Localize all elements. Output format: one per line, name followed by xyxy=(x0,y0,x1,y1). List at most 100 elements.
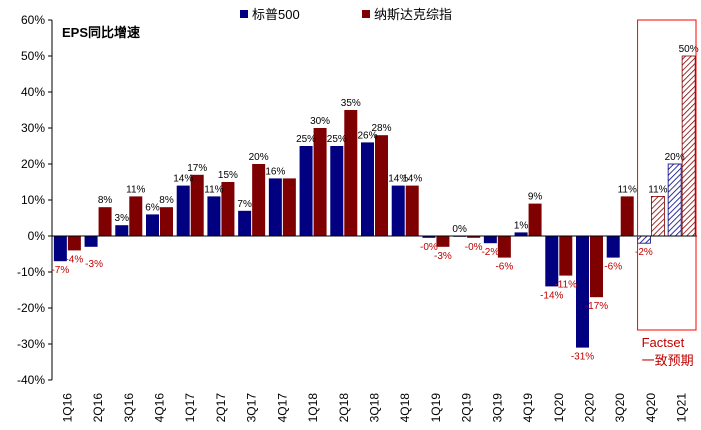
data-label: 14% xyxy=(402,174,422,185)
data-label: -4% xyxy=(65,254,83,265)
bar xyxy=(207,196,221,236)
data-label: -2% xyxy=(635,247,653,258)
data-label: 20% xyxy=(665,152,685,163)
x-tick-label: 1Q18 xyxy=(306,393,320,423)
data-label: 8% xyxy=(159,195,174,206)
bar xyxy=(330,146,344,236)
x-tick-label: 2Q19 xyxy=(460,393,474,423)
data-label: 9% xyxy=(528,192,543,203)
bar xyxy=(405,185,419,236)
data-label: 14% xyxy=(388,174,408,185)
y-tick-label: 40% xyxy=(21,85,45,99)
data-label: 11% xyxy=(648,184,667,195)
data-label: 3% xyxy=(115,213,130,224)
data-label: 11% xyxy=(204,184,223,195)
bar xyxy=(681,55,696,237)
bar xyxy=(67,236,81,251)
bar xyxy=(391,185,405,236)
bar xyxy=(620,196,634,236)
x-tick-label: 2Q18 xyxy=(337,393,351,423)
bar xyxy=(467,236,481,238)
data-label: -11% xyxy=(554,280,577,291)
x-tick-label: 4Q19 xyxy=(521,393,535,423)
x-axis: 1Q16 2Q16 3Q16 4Q16 1Q17 2Q17 3Q17 4Q17 1Q18 2Q18… xyxy=(52,235,697,423)
bar xyxy=(299,146,313,236)
legend-label: 标普500 xyxy=(252,7,300,22)
data-label: 25% xyxy=(327,134,347,145)
data-label: 17% xyxy=(187,163,207,174)
x-tick-label: 1Q20 xyxy=(552,393,566,423)
data-label: 0% xyxy=(452,224,467,235)
data-labels: -7%-4%8%3%11%6%8%14%17%11%15%7%20%16%25%… xyxy=(51,44,698,363)
bar xyxy=(637,235,651,244)
bar xyxy=(160,207,173,236)
forecast-box xyxy=(637,19,697,331)
x-tick-label: 1Q21 xyxy=(675,393,689,423)
bar xyxy=(576,236,589,348)
bar xyxy=(497,236,511,258)
data-label: 20% xyxy=(249,152,269,163)
data-label: 6% xyxy=(145,202,160,213)
data-label: -3% xyxy=(434,251,452,262)
x-tick-label: 3Q18 xyxy=(368,393,382,423)
data-label: 8% xyxy=(98,195,113,206)
bar xyxy=(190,174,204,236)
legend-swatch xyxy=(240,10,248,18)
data-label: -3% xyxy=(85,259,103,270)
bar xyxy=(252,164,266,236)
x-tick-label: 4Q16 xyxy=(153,393,167,423)
data-label: 25% xyxy=(296,134,316,145)
bar xyxy=(590,236,603,298)
data-label: 50% xyxy=(679,44,699,55)
x-tick-label: 3Q19 xyxy=(490,393,504,423)
data-label: -6% xyxy=(604,262,622,273)
bar xyxy=(146,214,159,236)
y-tick-label: 10% xyxy=(21,193,45,207)
bar xyxy=(84,236,98,247)
x-tick-label: 1Q16 xyxy=(60,393,74,423)
bar xyxy=(176,185,190,236)
data-label: 14% xyxy=(173,174,193,185)
data-label: -14% xyxy=(540,290,563,301)
bar xyxy=(514,232,528,236)
y-tick-label: 20% xyxy=(21,157,45,171)
data-label: -6% xyxy=(495,262,513,273)
y-tick-label: 60% xyxy=(21,13,45,27)
bar xyxy=(375,135,388,236)
legend-swatch xyxy=(362,10,370,18)
data-label: 28% xyxy=(371,123,391,134)
legend-label: 纳斯达克综指 xyxy=(374,7,452,22)
data-label: 16% xyxy=(265,166,285,177)
x-tick-label: 2Q16 xyxy=(91,393,105,423)
bar xyxy=(115,225,129,236)
bar xyxy=(282,178,296,236)
legend: 标普500 纳斯达克综指 xyxy=(240,7,452,22)
bar xyxy=(528,203,542,236)
bar xyxy=(361,142,374,236)
data-label: -0% xyxy=(465,242,483,253)
data-label: 7% xyxy=(237,199,252,210)
bar xyxy=(344,110,358,236)
x-tick-label: 4Q18 xyxy=(398,393,412,423)
y-tick-label: -20% xyxy=(17,301,45,315)
data-label: -7% xyxy=(51,265,69,276)
x-tick-label: 3Q17 xyxy=(245,393,259,423)
x-tick-label: 3Q20 xyxy=(613,393,627,423)
y-tick-label: 50% xyxy=(21,49,45,63)
data-label: -31% xyxy=(571,352,594,363)
data-label: 15% xyxy=(218,170,238,181)
bar xyxy=(483,236,497,244)
x-tick-label: 4Q20 xyxy=(644,393,658,423)
y-tick-label: 30% xyxy=(21,121,45,135)
x-tick-label: 1Q19 xyxy=(429,393,443,423)
data-label: 11% xyxy=(618,184,637,195)
x-tick-label: 2Q17 xyxy=(214,393,228,423)
forecast-label: Factset xyxy=(642,335,685,350)
x-tick-label: 4Q17 xyxy=(275,393,289,423)
bar xyxy=(221,182,235,236)
bar xyxy=(436,236,450,247)
x-tick-label: 2Q20 xyxy=(583,393,597,423)
data-label: -2% xyxy=(481,247,499,258)
data-label: 26% xyxy=(357,130,377,141)
bar xyxy=(53,236,67,262)
